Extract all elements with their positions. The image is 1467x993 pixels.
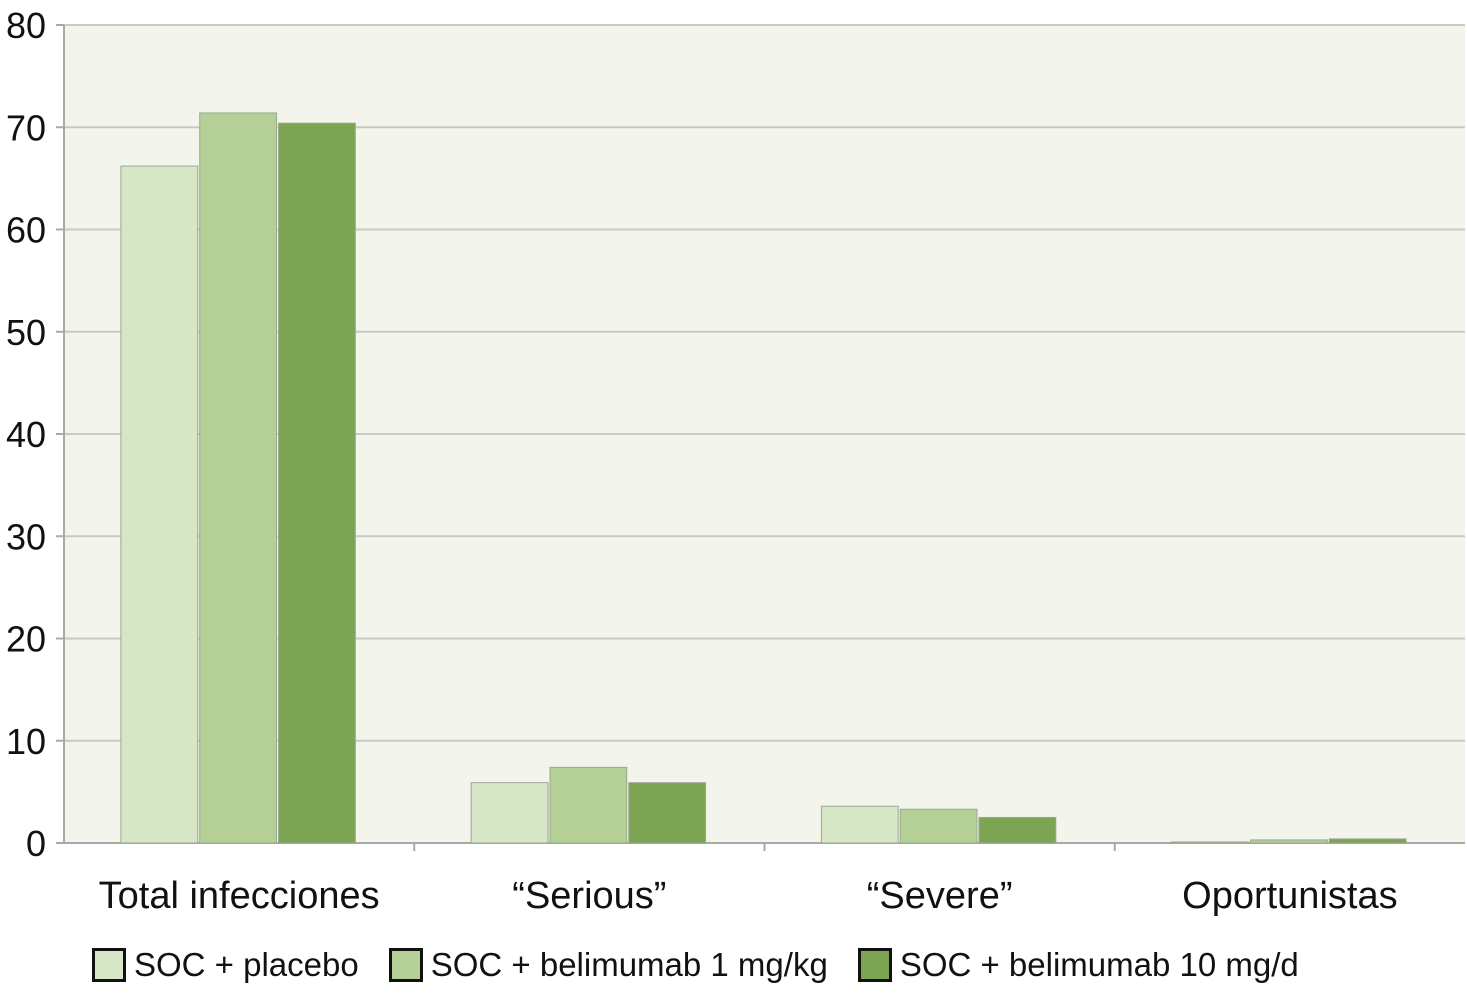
legend-label: SOC + placebo [134, 946, 359, 983]
y-tick-label: 80 [6, 5, 46, 46]
y-tick-label: 70 [6, 107, 46, 148]
x-category-labels: Total infecciones “Serious” “Severe” Oportu… [99, 875, 1398, 917]
bar [820, 805, 899, 844]
y-tick-label: 10 [6, 721, 46, 762]
y-tick-label: 20 [6, 619, 46, 660]
bar [1328, 838, 1407, 844]
bar [278, 122, 356, 844]
x-category-label: Oportunistas [1182, 875, 1397, 917]
bar [549, 766, 628, 844]
x-category-label: “Serious” [512, 875, 666, 917]
legend-item: SOC + belimumab 1 mg/kg [388, 946, 828, 984]
bar [1171, 841, 1249, 844]
legend-swatch [857, 948, 892, 982]
bar [470, 782, 549, 844]
x-category-label: “Severe” [867, 875, 1013, 917]
bar [628, 782, 707, 844]
bars [120, 112, 1407, 844]
bar [199, 112, 278, 844]
y-tick-label: 50 [6, 312, 46, 353]
x-category-label: Total infecciones [99, 875, 380, 917]
bar [1249, 839, 1328, 844]
bar-chart: 0 10 20 30 40 50 60 70 80 Total infecciones “Seri… [6, 5, 1465, 917]
legend-item: SOC + belimumab 10 mg/d [857, 946, 1299, 984]
bar [899, 808, 978, 844]
y-tick-label: 60 [6, 210, 46, 251]
y-tick-label: 0 [26, 823, 46, 864]
legend: SOC + placebo SOC + belimumab 1 mg/kg SOC … [92, 940, 1329, 990]
legend-label: SOC + belimumab 1 mg/kg [430, 946, 828, 983]
y-tick-label: 30 [6, 516, 46, 557]
legend-swatch [92, 948, 126, 982]
bar [120, 165, 199, 844]
y-tick-labels: 0 10 20 30 40 50 60 70 80 [6, 5, 46, 864]
legend-swatch [388, 948, 423, 982]
y-tick-label: 40 [6, 414, 46, 455]
bar [978, 816, 1057, 844]
legend-label: SOC + belimumab 10 mg/d [899, 946, 1299, 983]
legend-item: SOC + placebo [92, 946, 359, 984]
